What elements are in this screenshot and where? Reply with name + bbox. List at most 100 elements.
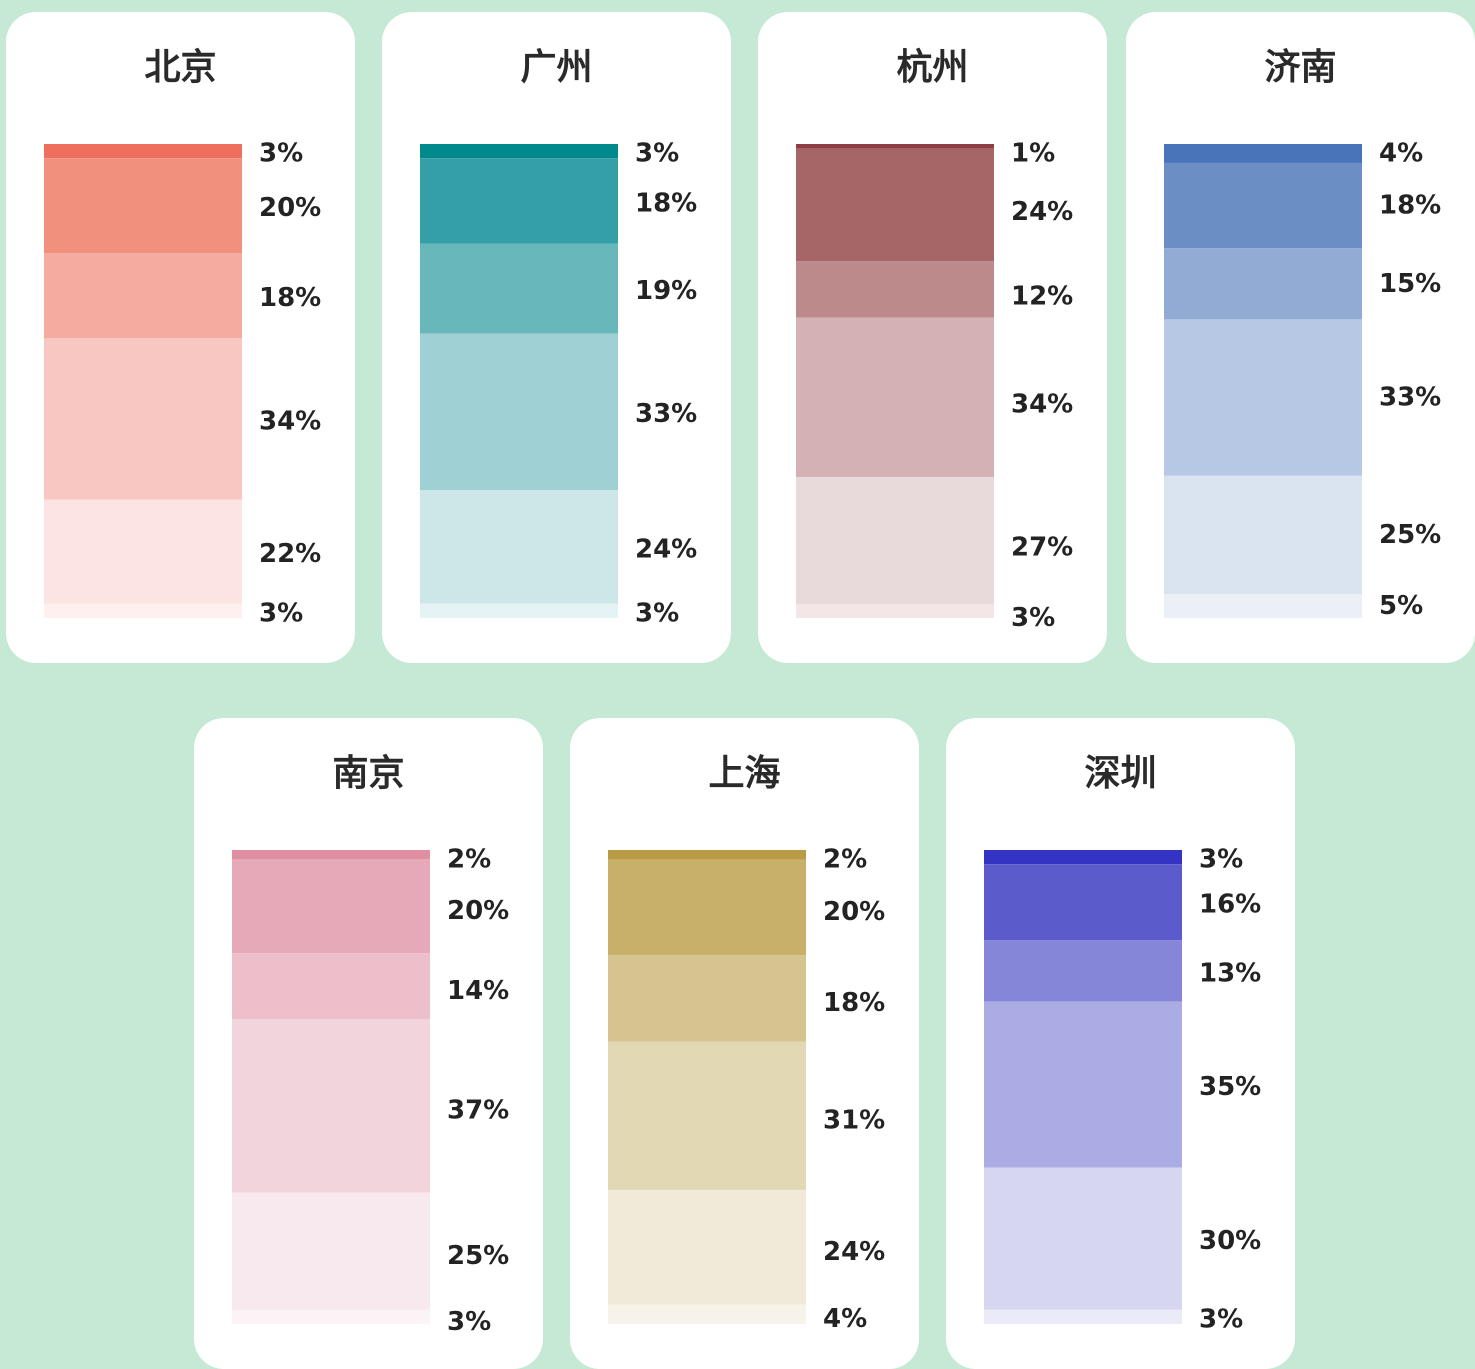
data-label: 3%	[635, 139, 679, 169]
data-label: 16%	[1199, 890, 1261, 920]
data-label: 3%	[635, 598, 679, 628]
data-label: 30%	[1199, 1226, 1261, 1256]
data-label: 18%	[635, 188, 697, 218]
stacked-bar-chart: 3% 16% 13% 35% 30% 3%	[984, 845, 1261, 1334]
data-label: 27%	[1011, 533, 1073, 563]
bar-segment	[1164, 475, 1362, 595]
bar-segment	[232, 1192, 430, 1310]
bar-segment	[232, 859, 430, 954]
bar-segment	[796, 144, 994, 149]
chart-card-5: 上海 2% 20% 18% 31% 24% 4%	[570, 718, 919, 1369]
bar-segment	[608, 955, 806, 1042]
stacked-bar-chart: 2% 20% 18% 31% 24% 4%	[608, 845, 885, 1334]
data-label: 33%	[635, 399, 697, 429]
data-label: 25%	[447, 1241, 509, 1271]
stacked-bar-chart: 3% 20% 18% 34% 22% 3%	[44, 139, 321, 628]
data-label: 34%	[259, 406, 321, 436]
data-label: 20%	[259, 193, 321, 223]
stacked-bar-chart: 4% 18% 15% 33% 25% 5%	[1164, 139, 1441, 621]
bar-segment	[44, 253, 242, 339]
data-label: 18%	[259, 283, 321, 313]
bar-segment	[44, 603, 242, 618]
chart-title: 南京	[332, 753, 405, 794]
chart-card-4: 南京 2% 20% 14% 37% 25% 3%	[194, 718, 543, 1369]
bar-segment	[796, 317, 994, 478]
bar-segment	[984, 1167, 1182, 1310]
data-label: 20%	[823, 897, 885, 927]
bar-segment	[984, 850, 1182, 865]
bar-segment	[984, 1309, 1182, 1324]
data-label: 13%	[1199, 958, 1261, 988]
data-label: 34%	[1011, 390, 1073, 420]
chart-card-6: 深圳 3% 16% 13% 35% 30% 3%	[946, 718, 1295, 1369]
bar-segment	[984, 1001, 1182, 1168]
data-label: 3%	[259, 139, 303, 169]
data-label: 3%	[447, 1307, 491, 1337]
data-label: 2%	[447, 845, 491, 875]
bar-segment	[44, 499, 242, 604]
bar-segment	[1164, 248, 1362, 320]
bar-segment	[796, 603, 994, 618]
bar-segment	[232, 953, 430, 1019]
chart-title: 北京	[144, 47, 217, 88]
chart-card-3: 济南 4% 18% 15% 33% 25% 5%	[1126, 12, 1475, 663]
data-label: 20%	[447, 896, 509, 926]
data-label: 3%	[1011, 603, 1055, 633]
data-label: 18%	[823, 988, 885, 1018]
stacked-bar-chart: 1% 24% 12% 34% 27% 3%	[796, 139, 1073, 633]
chart-title: 济南	[1264, 47, 1337, 88]
data-label: 1%	[1011, 139, 1055, 169]
stacked-bar-chart: 2% 20% 14% 37% 25% 3%	[232, 845, 509, 1337]
bar-segment	[1164, 162, 1362, 249]
data-label: 18%	[1379, 191, 1441, 221]
bar-segment	[232, 1309, 430, 1324]
chart-card-1: 广州 3% 18% 19% 33% 24% 3%	[382, 12, 731, 663]
data-label: 25%	[1379, 520, 1441, 550]
bar-segment	[796, 261, 994, 318]
bar-segment	[420, 243, 618, 334]
data-label: 24%	[1011, 197, 1073, 227]
bar-segment	[420, 144, 618, 159]
data-label: 3%	[259, 598, 303, 628]
bar-segment	[420, 158, 618, 244]
data-label: 19%	[635, 276, 697, 306]
bar-segment	[1164, 319, 1362, 476]
data-label: 12%	[1011, 282, 1073, 312]
bar-segment	[44, 338, 242, 500]
chart-title: 杭州	[896, 47, 969, 88]
bar-segment	[1164, 594, 1362, 618]
bar-segment	[984, 940, 1182, 1002]
data-label: 24%	[635, 534, 697, 564]
bar-segment	[984, 864, 1182, 941]
chart-title: 深圳	[1084, 753, 1157, 794]
bar-segment	[1164, 144, 1362, 163]
data-label: 15%	[1379, 269, 1441, 299]
bar-segment	[608, 850, 806, 860]
data-label: 3%	[1199, 1304, 1243, 1334]
data-label: 22%	[259, 539, 321, 569]
chart-title: 上海	[708, 753, 781, 794]
bar-segment	[796, 148, 994, 262]
bar-segment	[420, 603, 618, 618]
data-label: 31%	[823, 1105, 885, 1135]
chart-card-2: 杭州 1% 24% 12% 34% 27% 3%	[758, 12, 1107, 663]
data-label: 3%	[1199, 845, 1243, 875]
data-label: 35%	[1199, 1072, 1261, 1102]
chart-card-0: 北京 3% 20% 18% 34% 22% 3%	[6, 12, 355, 663]
chart-title: 广州	[520, 47, 593, 88]
data-label: 33%	[1379, 383, 1441, 413]
data-label: 5%	[1379, 591, 1423, 621]
bar-segment	[232, 1018, 430, 1193]
bar-segment	[608, 1041, 806, 1190]
data-label: 37%	[447, 1096, 509, 1126]
stacked-bar-chart: 3% 18% 19% 33% 24% 3%	[420, 139, 697, 628]
bar-segment	[796, 477, 994, 604]
bar-segment	[608, 1189, 806, 1305]
bar-segment	[44, 158, 242, 254]
data-label: 2%	[823, 845, 867, 875]
bar-segment	[44, 144, 242, 159]
data-label: 14%	[447, 976, 509, 1006]
bar-segment	[420, 490, 618, 604]
data-label: 4%	[823, 1304, 867, 1334]
data-label: 4%	[1379, 139, 1423, 169]
